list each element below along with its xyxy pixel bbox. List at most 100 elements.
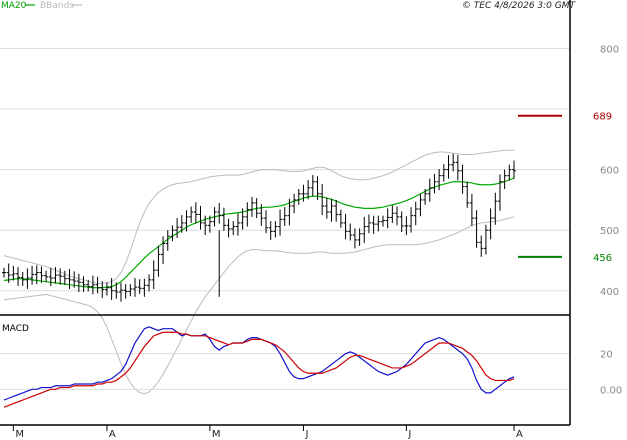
ohlc-bar <box>512 160 516 179</box>
ohlc-bar <box>483 224 488 255</box>
ohlc-bar <box>357 228 362 246</box>
ohlc-bar <box>282 207 287 226</box>
price-bars <box>2 153 516 302</box>
ohlc-bar <box>2 267 6 278</box>
ohlc-bar <box>264 210 269 234</box>
ohlc-bar <box>165 230 170 251</box>
ohlc-bar <box>259 204 264 226</box>
ohlc-bar <box>343 213 348 240</box>
price-y-tick-600: 600 <box>600 166 619 177</box>
level-label-456: 456 <box>593 253 612 264</box>
ohlc-bar <box>226 218 231 238</box>
ohlc-bar <box>245 202 250 227</box>
macd-y-tick-20: 20 <box>600 350 613 361</box>
ohlc-bar <box>100 281 105 299</box>
ohlc-bar <box>278 209 283 236</box>
ohlc-bar <box>348 223 353 241</box>
ohlc-bar <box>53 267 58 284</box>
ohlc-bar <box>39 266 44 283</box>
ohlc-bar <box>114 282 119 299</box>
ohlc-bar <box>95 276 100 294</box>
ohlc-bar <box>249 196 254 217</box>
ohlc-bar <box>235 213 240 236</box>
ohlc-bar <box>432 173 437 194</box>
ohlc-bar <box>44 270 49 282</box>
ohlc-bar <box>20 271 25 286</box>
ma20-polyline <box>3 177 515 289</box>
ohlc-bar <box>72 271 77 288</box>
ohlc-bar <box>409 207 414 233</box>
bollinger-bands <box>3 149 515 395</box>
ohlc-bar <box>104 282 109 296</box>
ohlc-bar <box>90 275 95 295</box>
ohlc-bar <box>362 216 367 243</box>
ohlc-bar <box>493 192 498 225</box>
ohlc-bar <box>161 236 166 265</box>
ohlc-bar <box>217 202 222 224</box>
ohlc-bar <box>301 184 306 202</box>
ohlc-bar <box>390 205 395 223</box>
ohlc-bar <box>292 193 297 214</box>
x-axis-month-label: M <box>15 429 24 440</box>
ohlc-bar <box>366 214 371 234</box>
macd-gridlines <box>0 353 570 390</box>
macd-series-macd <box>3 326 515 401</box>
ohlc-bar <box>11 265 16 281</box>
macd-y-tick-0.00: 0.00 <box>600 385 622 396</box>
ohlc-bar <box>240 208 245 230</box>
ohlc-bar <box>193 202 198 224</box>
ohlc-bar <box>175 218 180 239</box>
ohlc-bar <box>315 176 320 200</box>
ohlc-bar <box>212 207 217 227</box>
ohlc-bar <box>413 201 418 226</box>
ohlc-bar <box>58 268 63 285</box>
ohlc-bar <box>189 206 194 223</box>
ohlc-bar <box>123 284 128 299</box>
price-gridlines <box>0 47 570 292</box>
ohlc-bar <box>268 221 273 240</box>
ohlc-bar <box>395 206 400 226</box>
ohlc-bar <box>320 184 325 216</box>
macd-lines <box>3 326 515 408</box>
macd-panel-title: MACD <box>2 324 29 334</box>
ohlc-bar <box>184 210 189 232</box>
ohlc-bar <box>34 265 39 285</box>
ohlc-bar <box>6 263 11 283</box>
ohlc-bar <box>306 179 311 200</box>
ohlc-bar <box>376 215 381 232</box>
ohlc-bar <box>507 164 512 181</box>
ohlc-bar <box>465 181 470 208</box>
ohlc-bar <box>441 164 446 182</box>
ohlc-bar <box>203 215 208 236</box>
ohlc-bar <box>156 245 161 277</box>
copyright-notice: © TEC 4/8/2026 3:0 GMT <box>462 1 577 11</box>
ohlc-bar <box>137 279 142 294</box>
ohlc-bar <box>179 215 184 233</box>
ohlc-bar <box>128 284 133 297</box>
ohlc-bar <box>142 278 147 297</box>
price-y-tick-500: 500 <box>600 226 619 237</box>
ohlc-bar <box>469 193 474 226</box>
price-y-tick-labels: 400 500 600 800 <box>600 44 619 297</box>
ohlc-bar <box>221 207 226 231</box>
ohlc-bar <box>427 178 432 202</box>
ohlc-bar <box>198 205 203 230</box>
ohlc-bar <box>254 198 259 219</box>
ohlc-bar <box>170 225 175 242</box>
bbands-lower-line <box>3 216 515 395</box>
ohlc-bar <box>287 198 292 226</box>
ohlc-bar <box>418 193 423 217</box>
ohlc-bar <box>451 153 456 172</box>
ohlc-bar <box>30 265 35 285</box>
ohlc-bar <box>81 276 86 292</box>
ohlc-bar <box>109 278 114 300</box>
price-y-tick-400: 400 <box>600 287 619 298</box>
price-levels: 689 456 <box>518 112 612 264</box>
ohlc-bar <box>296 189 301 205</box>
ohlc-bar <box>310 175 315 197</box>
ohlc-bar <box>437 169 442 191</box>
ohlc-bar <box>48 267 53 286</box>
ohlc-bar <box>474 210 479 248</box>
